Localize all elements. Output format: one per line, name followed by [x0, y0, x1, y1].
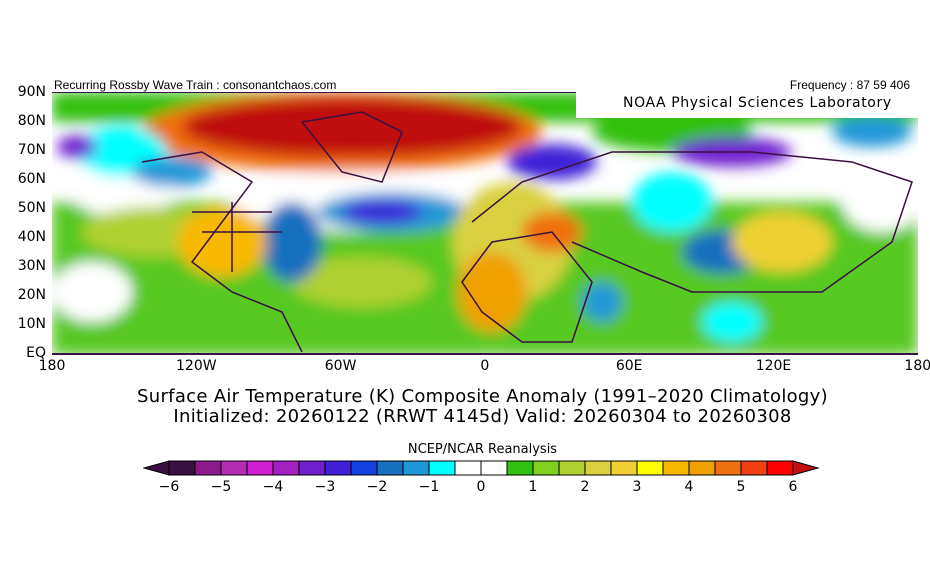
colorbar-swatch — [272, 460, 300, 476]
colorbar-swatch — [168, 460, 196, 476]
colorbar-swatch — [610, 460, 638, 476]
colorbar-tick-label: −4 — [262, 479, 284, 495]
lon-label: 60W — [324, 358, 357, 374]
colorbar-swatch — [714, 460, 742, 476]
lat-label: 20N — [17, 287, 46, 303]
colorbar-swatch — [246, 460, 274, 476]
colorbar — [143, 460, 820, 476]
colorbar-tick-label: 2 — [580, 479, 590, 495]
frequency-text: Frequency : 87 59 406 — [789, 78, 910, 92]
colorbar-swatch — [766, 460, 794, 476]
lat-label: 30N — [17, 258, 46, 274]
lon-label: 0 — [480, 358, 490, 374]
lat-label: 80N — [17, 113, 46, 129]
map-title: Surface Air Temperature (K) Composite An… — [137, 386, 828, 407]
lab-label: NOAA Physical Sciences Laboratory — [623, 95, 892, 111]
colorbar-tick-label: 6 — [788, 479, 798, 495]
lat-label: EQ — [26, 345, 46, 361]
colorbar-swatch — [662, 460, 690, 476]
colorbar-source: NCEP/NCAR Reanalysis — [407, 442, 558, 457]
colorbar-tick-label: 0 — [476, 479, 486, 495]
lat-label: 10N — [17, 316, 46, 332]
lon-label: 180 — [38, 358, 66, 374]
lat-label: 70N — [17, 142, 46, 158]
colorbar-swatch — [428, 460, 456, 476]
colorbar-tick-label: −3 — [314, 479, 336, 495]
colorbar-tick-label: 4 — [684, 479, 694, 495]
colorbar-tick-label: −5 — [210, 479, 232, 495]
colorbar-tick-label: 5 — [736, 479, 746, 495]
colorbar-swatch — [740, 460, 768, 476]
colorbar-swatch — [454, 460, 482, 476]
colorbar-swatch — [194, 460, 222, 476]
lat-label: 50N — [17, 200, 46, 216]
lat-label: 40N — [17, 229, 46, 245]
colorbar-tick-label: 1 — [528, 479, 538, 495]
colorbar-swatch — [298, 460, 326, 476]
lon-label: 120W — [176, 358, 217, 374]
anomaly-map — [52, 92, 918, 355]
colorbar-swatch — [480, 460, 508, 476]
lon-label: 120E — [755, 358, 792, 374]
lat-label: 60N — [17, 171, 46, 187]
colorbar-tick-label: −6 — [158, 479, 180, 495]
colorbar-swatch — [558, 460, 586, 476]
colorbar-swatch — [220, 460, 248, 476]
colorbar-swatch — [350, 460, 378, 476]
anomaly-field — [52, 92, 918, 355]
coastlines — [141, 111, 913, 353]
lon-label: 60E — [615, 358, 643, 374]
colorbar-swatch — [688, 460, 716, 476]
colorbar-under-arrow — [143, 460, 170, 476]
colorbar-swatch — [506, 460, 534, 476]
colorbar-tick-label: −1 — [418, 479, 440, 495]
colorbar-swatch — [532, 460, 560, 476]
lat-label: 90N — [17, 84, 46, 100]
colorbar-tick-label: 3 — [632, 479, 642, 495]
credit-text: Recurring Rossby Wave Train : consonantc… — [54, 78, 337, 92]
colorbar-tick-label: −2 — [366, 479, 388, 495]
colorbar-swatch — [584, 460, 612, 476]
colorbar-swatch — [376, 460, 404, 476]
lon-label: 180 — [904, 358, 930, 374]
colorbar-over-arrow — [792, 460, 820, 476]
colorbar-swatch — [636, 460, 664, 476]
map-subtitle: Initialized: 20260122 (RRWT 4145d) Valid… — [173, 406, 792, 427]
colorbar-swatch — [324, 460, 352, 476]
colorbar-swatch — [402, 460, 430, 476]
